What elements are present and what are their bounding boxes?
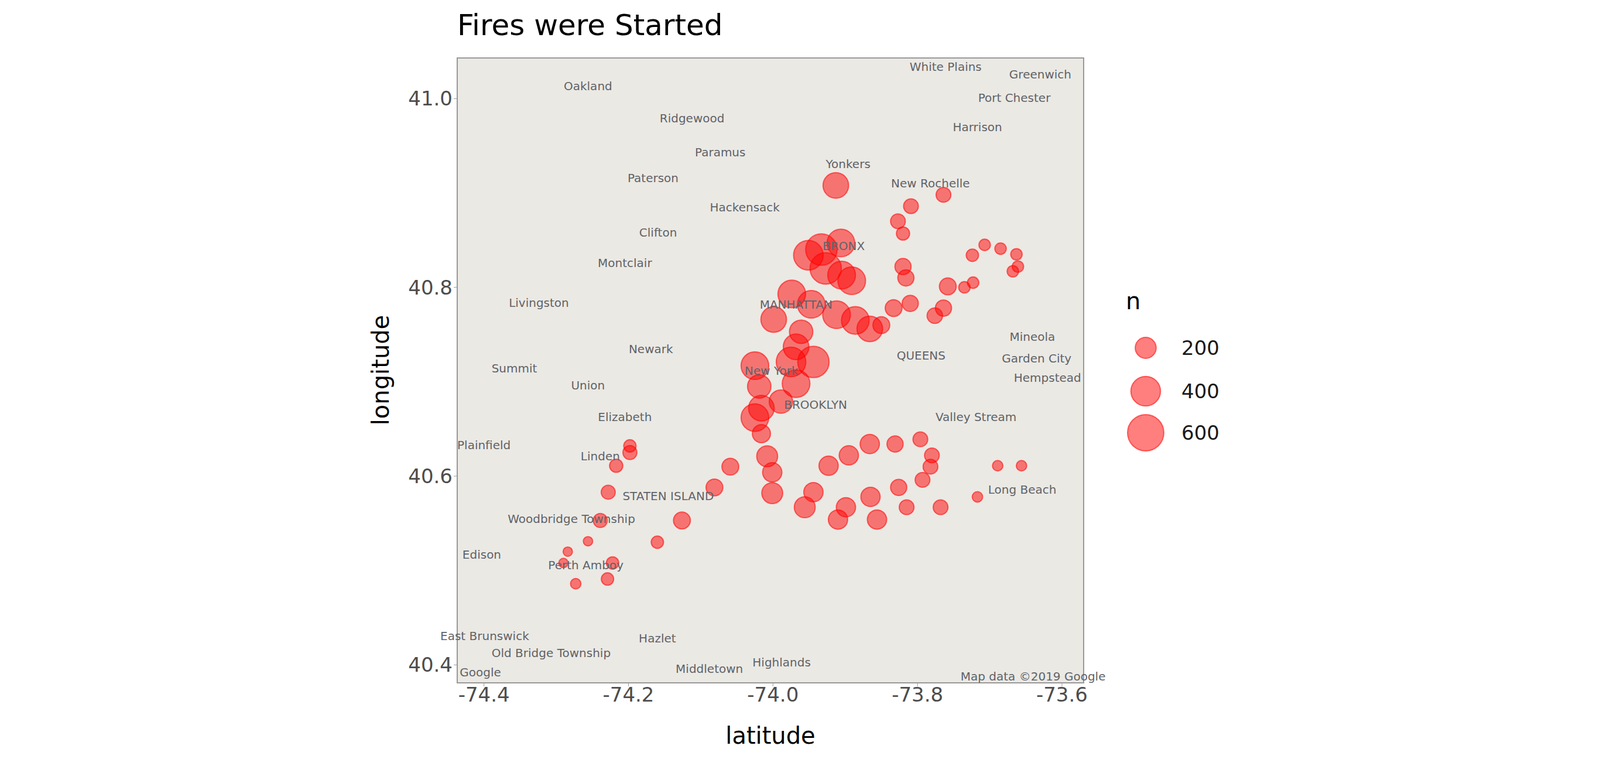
svg-text:-74.0: -74.0 xyxy=(747,682,799,707)
svg-text:Valley Stream: Valley Stream xyxy=(935,409,1017,424)
svg-text:Livingston: Livingston xyxy=(508,295,570,310)
svg-text:Google: Google xyxy=(459,665,502,680)
svg-text:East Brunswick: East Brunswick xyxy=(440,628,530,643)
svg-text:Port Chester: Port Chester xyxy=(978,90,1052,105)
svg-text:New York: New York xyxy=(744,363,799,378)
svg-text:Edison: Edison xyxy=(462,547,502,562)
html-text:latitude: latitude xyxy=(725,721,816,749)
svg-text:400: 400 xyxy=(1181,379,1220,403)
svg-text:200: 200 xyxy=(1181,336,1220,360)
svg-text:Paramus: Paramus xyxy=(694,145,746,160)
svg-text:STATEN ISLAND: STATEN ISLAND xyxy=(622,488,714,503)
svg-text:Garden City: Garden City xyxy=(1001,351,1072,366)
svg-text:Summit: Summit xyxy=(491,361,538,376)
svg-text:Linden: Linden xyxy=(580,449,620,464)
svg-text:Middletown: Middletown xyxy=(675,661,743,676)
svg-text:Greenwich: Greenwich xyxy=(1009,67,1072,82)
svg-text:Long Beach: Long Beach xyxy=(988,482,1057,497)
svg-text:-73.8: -73.8 xyxy=(891,682,944,707)
svg-text:40.4: 40.4 xyxy=(408,652,453,677)
html-text:Fires were Started: Fires were Started xyxy=(457,8,723,43)
svg-text:QUEENS: QUEENS xyxy=(896,348,946,363)
svg-text:Yonkers: Yonkers xyxy=(825,156,871,171)
svg-text:-74.2: -74.2 xyxy=(602,682,654,707)
svg-text:41.0: 41.0 xyxy=(408,86,453,111)
svg-text:-73.6: -73.6 xyxy=(1036,682,1088,707)
svg-text:Hazlet: Hazlet xyxy=(638,631,677,646)
svg-text:BRONX: BRONX xyxy=(822,238,865,253)
svg-text:Map data ©2019 Google: Map data ©2019 Google xyxy=(960,669,1106,684)
svg-text:Woodbridge Township: Woodbridge Township xyxy=(507,511,636,526)
svg-text:White Plains: White Plains xyxy=(909,59,982,74)
svg-text:Highlands: Highlands xyxy=(752,655,811,670)
svg-text:Perth Amboy: Perth Amboy xyxy=(547,557,624,572)
svg-text:Mineola: Mineola xyxy=(1009,329,1055,344)
html-text:longitude: longitude xyxy=(367,314,394,426)
svg-text:40.8: 40.8 xyxy=(408,275,453,300)
svg-text:Montclair: Montclair xyxy=(597,255,653,270)
svg-text:Oakland: Oakland xyxy=(563,79,613,94)
svg-text:Clifton: Clifton xyxy=(639,225,678,240)
html-text:n: n xyxy=(1125,287,1141,315)
svg-text:Newark: Newark xyxy=(628,341,674,356)
svg-text:Harrison: Harrison xyxy=(952,120,1002,135)
svg-text:600: 600 xyxy=(1181,420,1220,445)
svg-text:Plainfield: Plainfield xyxy=(457,437,511,452)
svg-text:Old Bridge Township: Old Bridge Township xyxy=(491,645,611,660)
svg-text:Ridgewood: Ridgewood xyxy=(659,111,725,126)
svg-text:-74.4: -74.4 xyxy=(458,682,510,707)
svg-text:40.6: 40.6 xyxy=(408,464,453,488)
svg-text:Elizabeth: Elizabeth xyxy=(597,409,652,424)
svg-text:Hackensack: Hackensack xyxy=(709,200,780,215)
svg-text:Union: Union xyxy=(570,378,605,393)
svg-text:BROOKLYN: BROOKLYN xyxy=(783,397,848,412)
svg-text:MANHATTAN: MANHATTAN xyxy=(759,297,833,312)
svg-text:Paterson: Paterson xyxy=(627,170,679,185)
svg-text:New Rochelle: New Rochelle xyxy=(891,176,971,191)
svg-text:Hempstead: Hempstead xyxy=(1013,370,1082,385)
